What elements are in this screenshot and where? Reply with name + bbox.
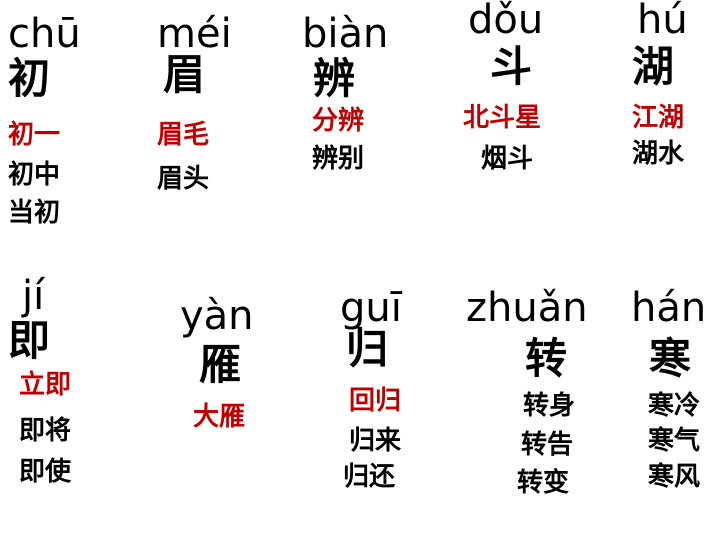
word-yan-1: 大雁: [193, 402, 246, 432]
character-dou: 斗: [490, 42, 533, 91]
pinyin-chu: chū: [8, 11, 81, 57]
word-chu-1: 初一: [8, 120, 61, 150]
word-ji-1: 立即: [19, 370, 72, 400]
word-han-1: 寒冷: [648, 391, 701, 421]
pinyin-gui: guī: [340, 285, 402, 331]
word-bian-2: 辨别: [312, 144, 365, 174]
word-dou-2: 烟斗: [481, 144, 534, 174]
word-han-2: 寒气: [648, 426, 701, 456]
word-zhuan-1: 转身: [523, 391, 576, 421]
character-chu: 初: [8, 54, 51, 103]
pinyin-ji: jí: [22, 273, 45, 319]
word-dou-1: 北斗星: [463, 103, 542, 133]
pinyin-bian: biàn: [302, 11, 389, 57]
word-chu-2: 初中: [8, 160, 61, 190]
character-gui: 归: [346, 324, 389, 373]
word-chu-3: 当初: [8, 198, 61, 228]
word-zhuan-3: 转变: [517, 468, 570, 498]
word-mei-1: 眉毛: [157, 120, 210, 150]
word-zhuan-2: 转告: [521, 430, 574, 460]
pinyin-dou: dǒu: [468, 0, 544, 43]
word-ji-3: 即使: [19, 457, 72, 487]
word-gui-1: 回归: [349, 386, 402, 416]
pinyin-zhuan: zhuǎn: [466, 285, 588, 331]
pinyin-han: hán: [631, 285, 707, 331]
word-gui-3: 归还: [343, 462, 396, 492]
word-bian-1: 分辨: [312, 106, 365, 136]
character-hu: 湖: [632, 42, 675, 91]
pinyin-yan: yàn: [180, 293, 254, 339]
word-mei-2: 眉头: [157, 164, 210, 194]
character-han: 寒: [649, 334, 692, 383]
character-yan: 雁: [199, 340, 242, 389]
pinyin-hu: hú: [637, 0, 688, 43]
pinyin-mei: méi: [157, 11, 232, 57]
character-bian: 辨: [313, 54, 356, 103]
word-ji-2: 即将: [19, 416, 72, 446]
word-gui-2: 归来: [349, 426, 402, 456]
word-hu-2: 湖水: [632, 139, 685, 169]
character-mei: 眉: [163, 50, 206, 99]
word-han-3: 寒风: [648, 462, 701, 492]
word-hu-1: 江湖: [632, 103, 685, 133]
character-ji: 即: [8, 316, 51, 365]
character-zhuan: 转: [525, 334, 568, 383]
